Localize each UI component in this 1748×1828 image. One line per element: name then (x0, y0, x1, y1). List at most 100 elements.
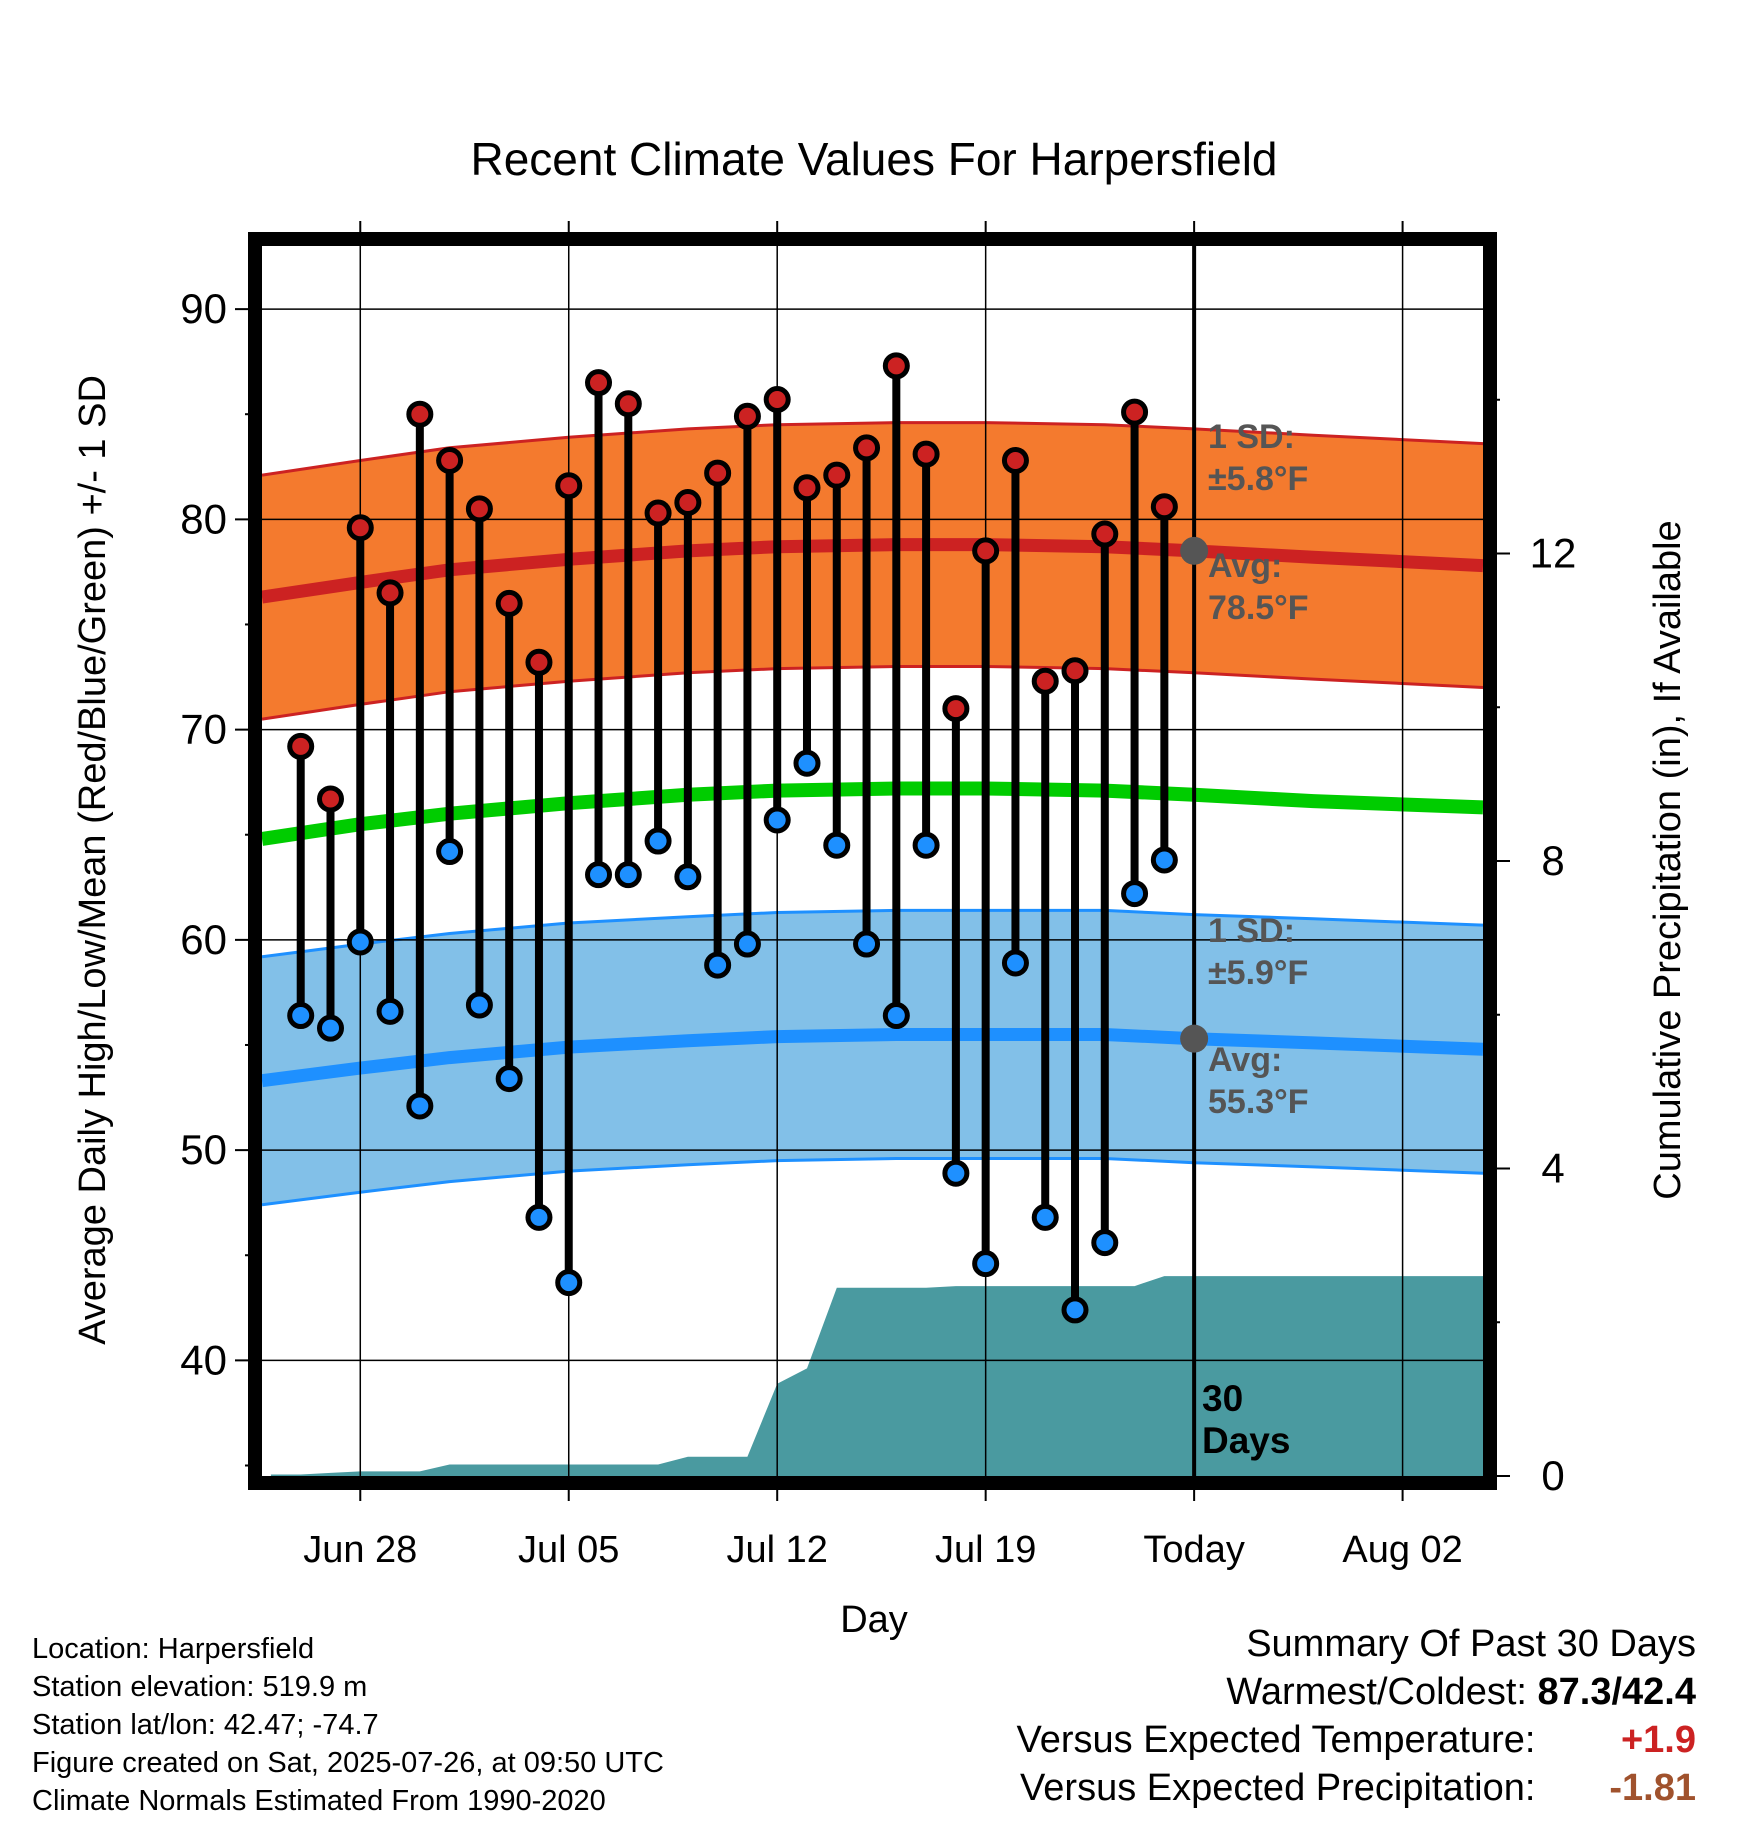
low-sd-label: ±5.9°F (1208, 954, 1308, 992)
high-point (853, 434, 881, 462)
low-point (912, 831, 940, 859)
summary-title: Summary Of Past 30 Days (1246, 1623, 1696, 1665)
high-point (287, 732, 315, 760)
low-avg-label: Avg: (1208, 1041, 1282, 1079)
low-point (316, 1014, 344, 1042)
y-tick-label-left: 50 (180, 1126, 227, 1173)
low-point (287, 1002, 315, 1030)
low-point (1001, 949, 1029, 977)
low-point (644, 827, 672, 855)
precip-area (270, 1276, 1483, 1476)
high-avg-label: 78.5°F (1208, 589, 1309, 627)
y-tick-label-left: 90 (180, 285, 227, 332)
low-point (882, 1002, 910, 1030)
high-point (465, 495, 493, 523)
x-tick-label: Jul 19 (935, 1529, 1036, 1571)
low-point (793, 749, 821, 777)
location-text: Location: Harpersfield (32, 1633, 315, 1665)
high-point (555, 472, 583, 500)
low-sd-band-lower (262, 1157, 1483, 1207)
temp-label: Versus Expected Temperature: (1016, 1719, 1536, 1761)
high-point (912, 440, 940, 468)
today-high-avg-marker (1180, 536, 1209, 565)
y-tick-label-left: 80 (180, 495, 227, 542)
high-sd-label: ±5.8°F (1208, 460, 1308, 498)
high-point (585, 369, 613, 397)
y-axis-label-left: Average Daily High/Low/Mean (Red/Blue/Gr… (72, 375, 114, 1345)
low-point (465, 991, 493, 1019)
high-point (1121, 398, 1149, 426)
high-point (406, 400, 434, 428)
station-info: Location: Harpersfield Station elevation… (32, 1630, 664, 1820)
high-sd-label: 1 SD: (1208, 418, 1295, 456)
high-avg-label: Avg: (1208, 547, 1282, 585)
low-point (763, 806, 791, 834)
high-point (763, 385, 791, 413)
y-tick-label-left: 40 (180, 1336, 227, 1383)
low-point (733, 930, 761, 958)
today-low-avg-marker (1180, 1024, 1209, 1053)
x-tick-label: Today (1143, 1529, 1244, 1571)
low-point (1091, 1229, 1119, 1257)
low-point (346, 928, 374, 956)
low-point (674, 863, 702, 891)
low-point (555, 1269, 583, 1297)
high-point (1150, 493, 1178, 521)
y-axis-label-right: Cumulative Precipitation (in), If Availa… (1647, 520, 1689, 1199)
high-point (495, 589, 523, 617)
low-normal-line (262, 1028, 1483, 1088)
y-tick-label-right: 4 (1541, 1145, 1564, 1192)
temp-row: Versus Expected Temperature: +1.9 (1017, 1716, 1696, 1764)
high-point (1001, 446, 1029, 474)
elevation-text: Station elevation: 519.9 m (32, 1671, 368, 1703)
high-point (793, 474, 821, 502)
x-tick-label: Aug 02 (1342, 1529, 1462, 1571)
high-point (525, 648, 553, 676)
low-point (1150, 846, 1178, 874)
low-avg-label: 55.3°F (1208, 1083, 1309, 1121)
high-point (704, 459, 732, 487)
precip-value: -1.81 (1609, 1767, 1696, 1809)
warm-cold-label: Warmest/Coldest: (1226, 1671, 1527, 1713)
high-point (972, 537, 1000, 565)
high-sd-band-upper (262, 421, 1483, 477)
low-point (406, 1092, 434, 1120)
normals-text: Climate Normals Estimated From 1990-2020 (32, 1785, 606, 1817)
high-point (1091, 520, 1119, 548)
high-point (882, 352, 910, 380)
high-point (644, 499, 672, 527)
low-point (704, 951, 732, 979)
high-point (733, 402, 761, 430)
x-tick-label: Jul 12 (726, 1529, 827, 1571)
mean-normal-line (262, 781, 1483, 846)
low-point (942, 1159, 970, 1187)
precip-label: Versus Expected Precipitation: (1020, 1767, 1536, 1809)
warm-cold-row: Warmest/Coldest: 87.3/42.4 (1017, 1668, 1696, 1716)
latlon-text: Station lat/lon: 42.47; -74.7 (32, 1709, 379, 1741)
low-point (1061, 1296, 1089, 1324)
x-tick-label: Jul 05 (518, 1529, 619, 1571)
x-tick-label: Jun 28 (303, 1529, 417, 1571)
low-point (376, 997, 404, 1025)
days-label: Days (1202, 1420, 1290, 1461)
y-tick-label-right: 8 (1541, 837, 1564, 884)
high-point (1031, 667, 1059, 695)
low-point (525, 1203, 553, 1231)
high-point (614, 390, 642, 418)
low-point (823, 831, 851, 859)
high-point (674, 489, 702, 517)
high-point (823, 461, 851, 489)
chart-title: Recent Climate Values For Harpersfield (470, 133, 1277, 185)
low-point (1121, 880, 1149, 908)
days-label: 30 (1202, 1378, 1243, 1419)
low-sd-label: 1 SD: (1208, 912, 1295, 950)
precip-row: Versus Expected Precipitation: -1.81 (1017, 1764, 1696, 1812)
y-tick-label-right: 0 (1541, 1452, 1564, 1499)
low-point (853, 930, 881, 958)
low-point (585, 861, 613, 889)
low-point (614, 861, 642, 889)
low-sd-band-upper (262, 908, 1483, 959)
high-point (1061, 657, 1089, 685)
low-point (972, 1250, 1000, 1278)
